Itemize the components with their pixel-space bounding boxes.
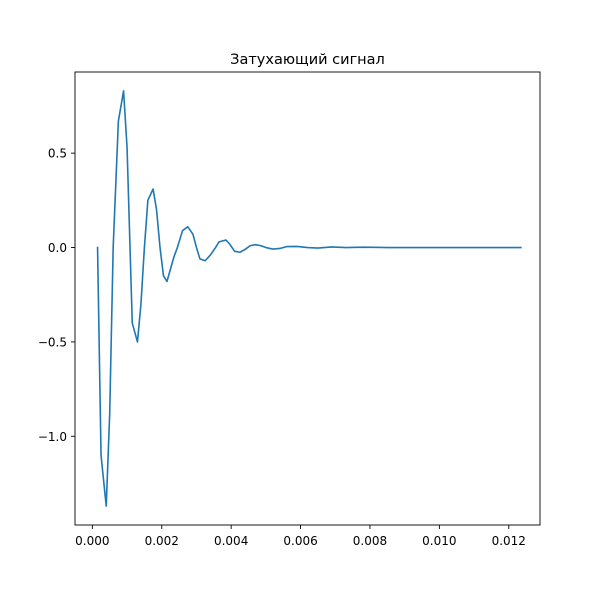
series-line-0 — [96, 90, 522, 507]
x-tick-label-2: 0.004 — [214, 534, 248, 548]
y-tick-label-3: −1.0 — [38, 430, 67, 444]
axes-frame — [74, 71, 541, 526]
plot-area: 0.000 0.002 0.004 0.006 0.008 0.010 0.012 0.5 0.… — [38, 71, 541, 548]
chart-title: Затухающий сигнал — [230, 52, 385, 68]
x-tick-label-0: 0.000 — [75, 534, 109, 548]
y-tick-label-0: 0.5 — [48, 147, 67, 161]
x-tick-label-5: 0.010 — [422, 534, 456, 548]
x-tick-label-6: 0.012 — [492, 534, 526, 548]
y-tick-label-2: −0.5 — [38, 335, 67, 349]
x-tick-label-1: 0.002 — [145, 534, 179, 548]
x-tick-label-3: 0.006 — [283, 534, 317, 548]
y-tick-label-1: 0.0 — [48, 241, 67, 255]
x-tick-label-4: 0.008 — [353, 534, 387, 548]
